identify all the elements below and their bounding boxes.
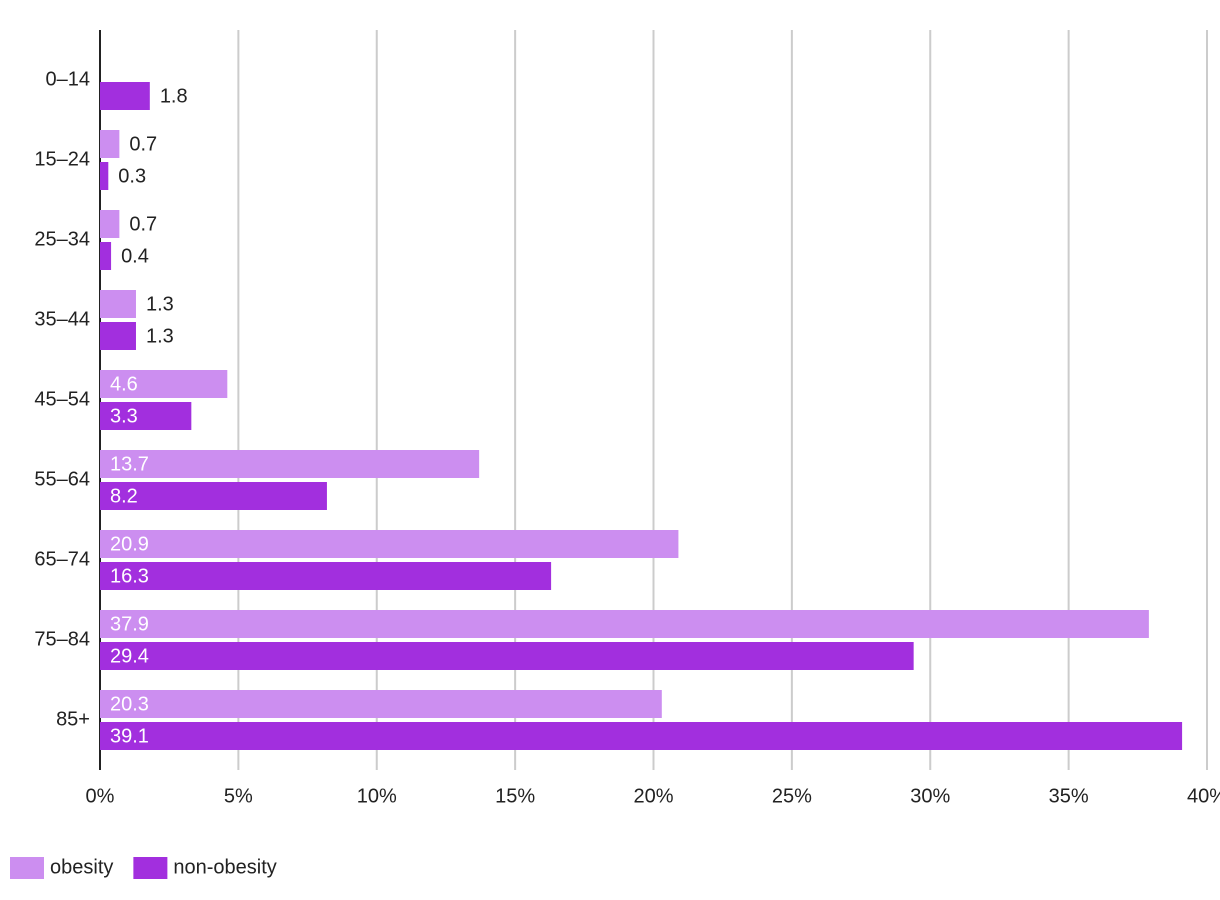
value-label: 39.1 [110, 725, 149, 747]
x-tick-label: 15% [495, 785, 535, 807]
value-label: 13.7 [110, 453, 149, 475]
value-label: 20.9 [110, 533, 149, 555]
legend-label: obesity [50, 856, 113, 878]
value-label: 1.3 [146, 325, 174, 347]
bar [100, 290, 136, 318]
bar [100, 82, 150, 110]
x-tick-label: 5% [224, 785, 253, 807]
bar [100, 370, 228, 398]
y-tick-label: 55–64 [34, 468, 90, 490]
value-label: 0.7 [129, 133, 157, 155]
value-label: 0.7 [129, 213, 157, 235]
bar [100, 642, 914, 670]
value-label: 4.6 [110, 373, 138, 395]
y-tick-label: 45–54 [34, 388, 90, 410]
value-label: 37.9 [110, 613, 149, 635]
x-tick-label: 20% [633, 785, 673, 807]
legend-swatch [133, 857, 168, 879]
bar [100, 210, 120, 238]
y-tick-label: 35–44 [34, 308, 90, 330]
x-tick-label: 35% [1049, 785, 1089, 807]
x-tick-label: 25% [772, 785, 812, 807]
bar [100, 690, 662, 718]
x-tick-label: 0% [86, 785, 115, 807]
y-tick-label: 25–34 [34, 228, 90, 250]
bar [100, 722, 1183, 750]
y-tick-label: 65–74 [34, 548, 90, 570]
value-label: 1.3 [146, 293, 174, 315]
bar [100, 482, 327, 510]
bar [100, 402, 192, 430]
value-label: 29.4 [110, 645, 149, 667]
x-tick-label: 30% [910, 785, 950, 807]
x-tick-label: 40% [1187, 785, 1220, 807]
value-label: 20.3 [110, 693, 149, 715]
x-tick-label: 10% [357, 785, 397, 807]
bar [100, 450, 480, 478]
y-tick-label: 0–14 [46, 68, 91, 90]
value-label: 0.4 [121, 245, 149, 267]
bar [100, 162, 109, 190]
y-tick-label: 85+ [56, 708, 90, 730]
legend-label: non-obesity [173, 856, 276, 878]
bar [100, 562, 552, 590]
bar [100, 130, 120, 158]
value-label: 16.3 [110, 565, 149, 587]
bar [100, 242, 112, 270]
value-label: 3.3 [110, 405, 138, 427]
y-tick-label: 75–84 [34, 628, 90, 650]
value-label: 0.3 [118, 165, 146, 187]
value-label: 1.8 [160, 85, 188, 107]
legend-swatch [10, 857, 44, 879]
bar [100, 610, 1149, 638]
bar [100, 322, 136, 350]
y-tick-label: 15–24 [34, 148, 90, 170]
bar [100, 530, 679, 558]
value-label: 8.2 [110, 485, 138, 507]
